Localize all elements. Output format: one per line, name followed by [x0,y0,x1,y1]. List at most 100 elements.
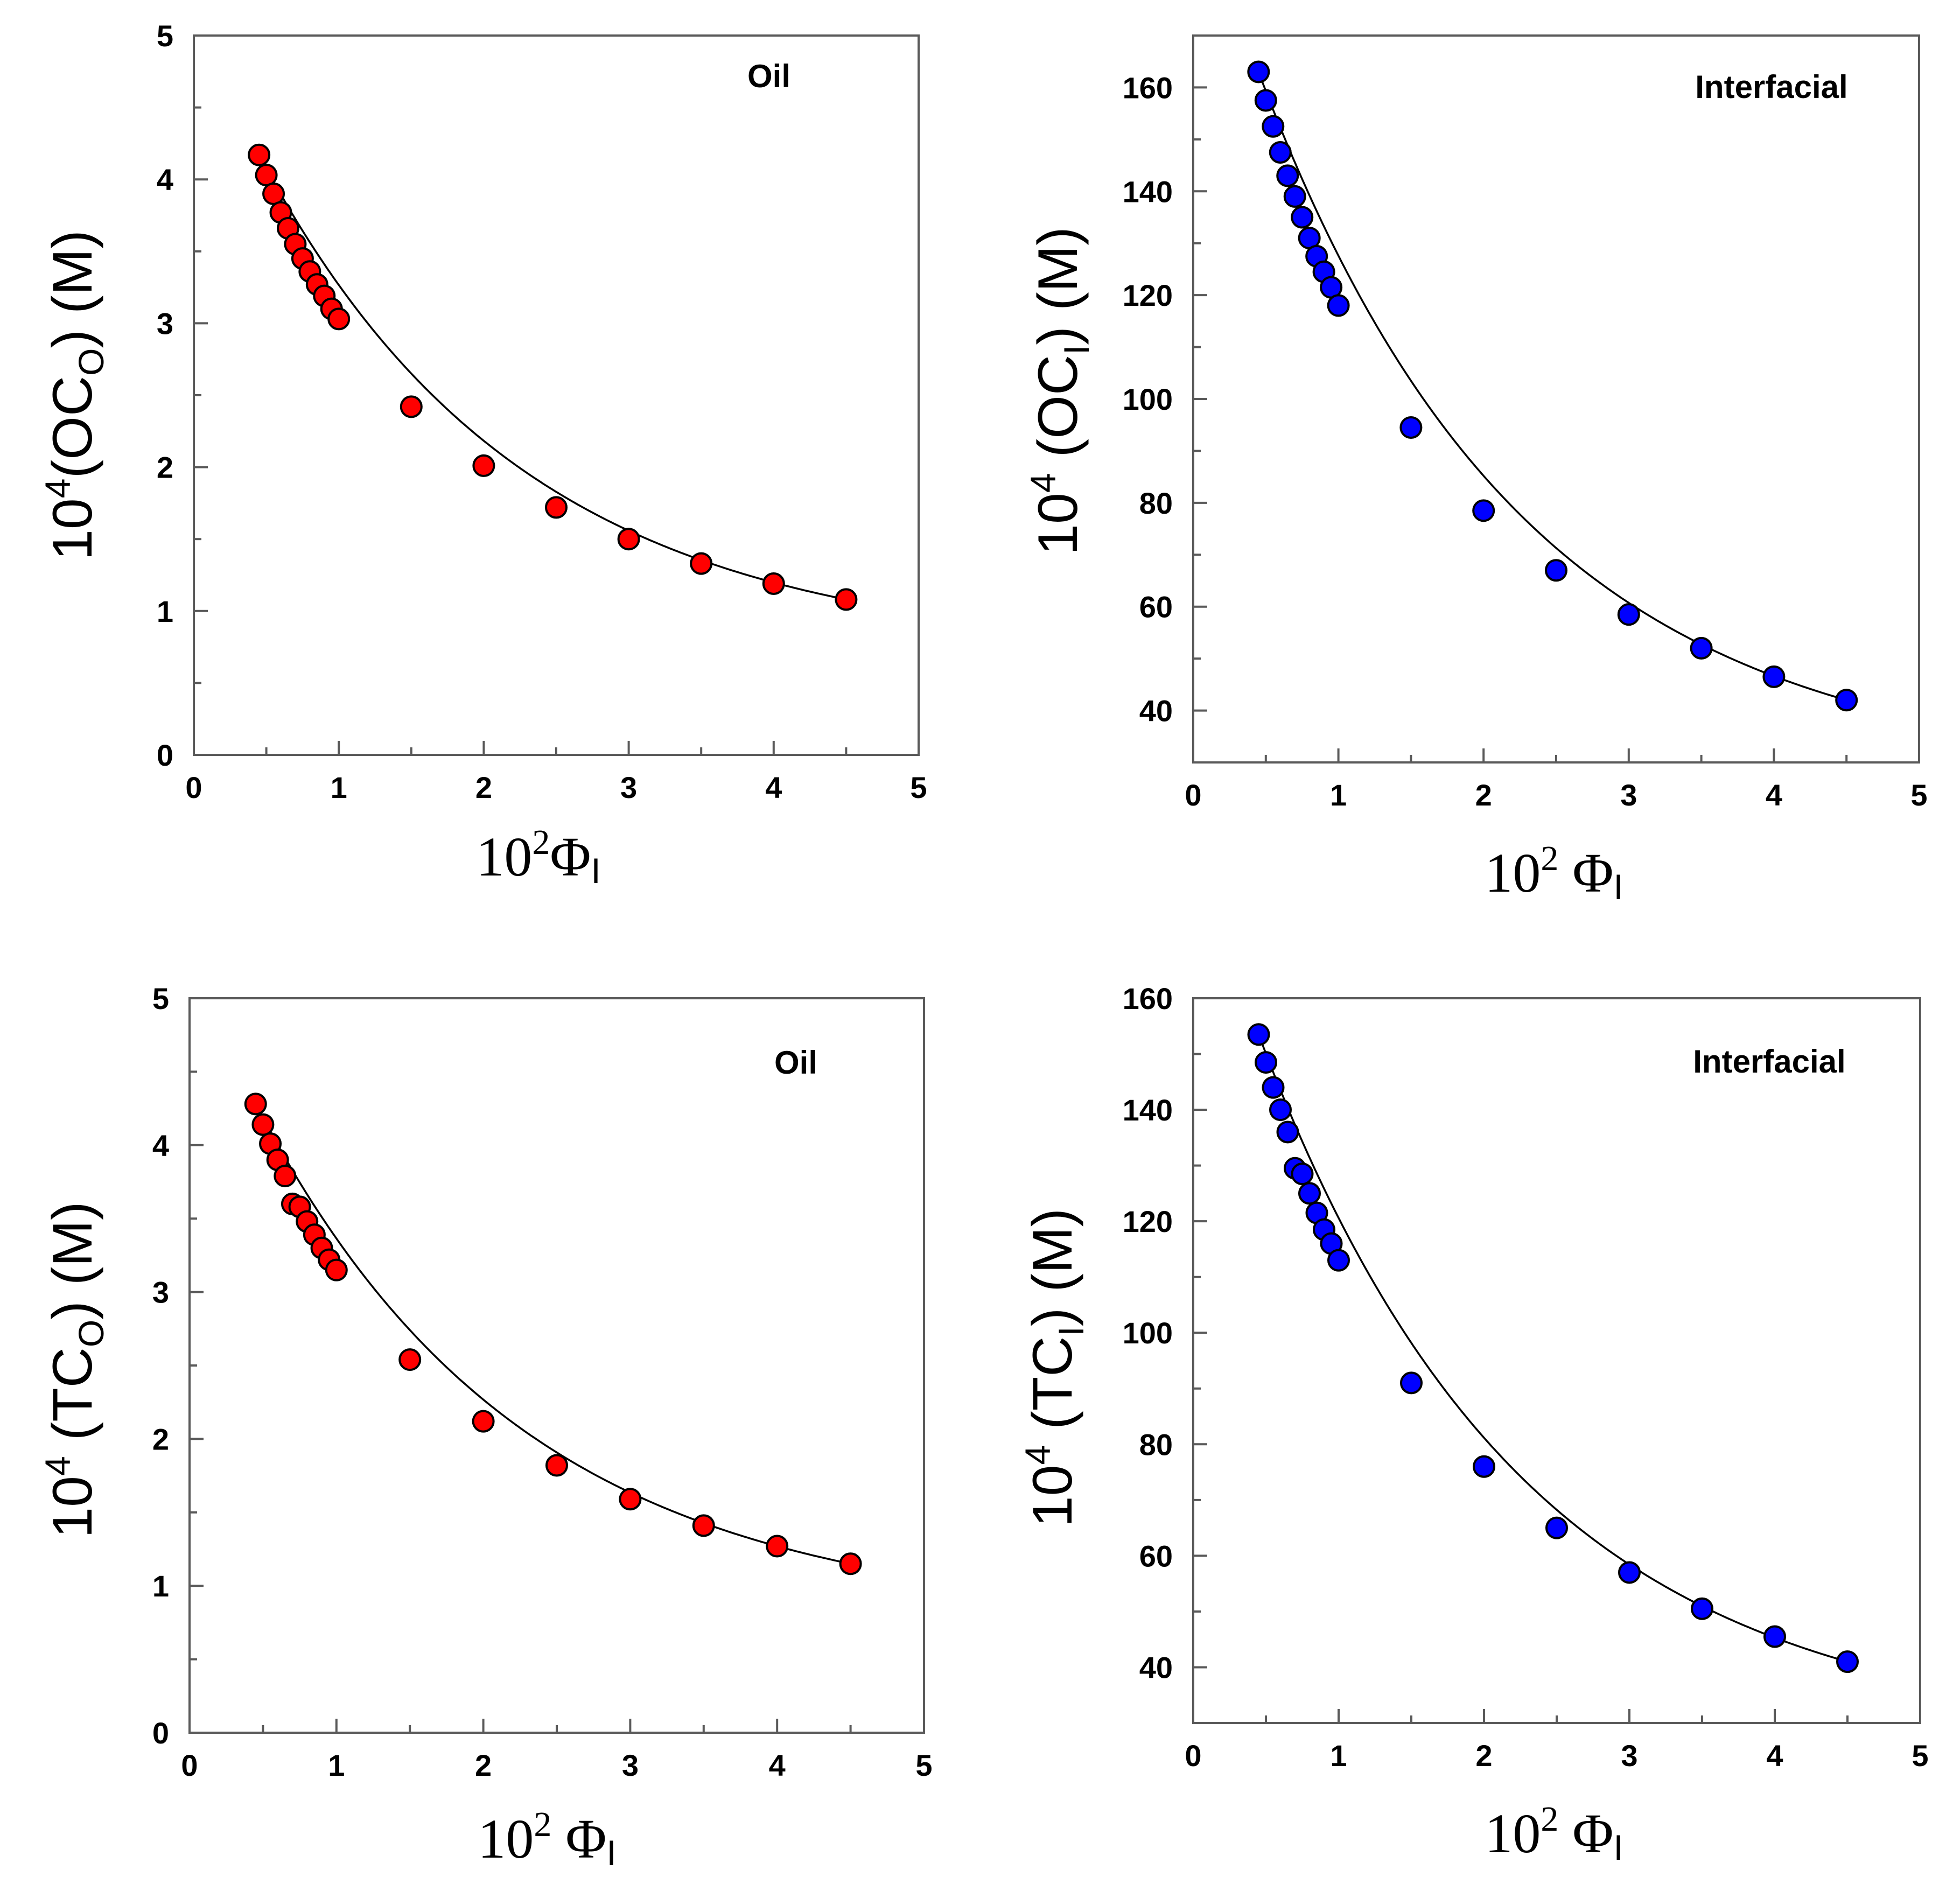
y-tick-label: 5 [157,19,173,53]
x-tick-label: 1 [1330,1739,1347,1773]
y-tick-label: 60 [1139,1539,1173,1573]
y-label-close: ) (M) [1021,1208,1084,1326]
data-point [400,395,423,418]
plot-frame [188,997,925,1734]
x-tick-label: 4 [765,771,782,804]
y-label-exponent: 4 [38,1456,78,1476]
data-point [1617,603,1640,626]
x-tick-marks [1192,1709,1921,1723]
x-label-symbol: Φ [551,1808,606,1870]
y-tick-label: 40 [1139,1650,1173,1684]
y-tick-marks [190,997,204,1734]
x-label-exponent: 2 [1541,1799,1558,1839]
y-label-close: ) (M) [41,1201,104,1319]
chart-panel-bottom-right: 0 1 2 3 4 5 40 60 80 100 120 140 160 Interfacial 10… [1018,982,1929,1867]
data-point [1399,416,1423,439]
y-tick-label: 2 [157,451,173,485]
data-point [1276,1120,1299,1144]
y-label-open: (OC [1027,355,1089,473]
y-tick-label: 140 [1123,174,1173,208]
y-label-close: ) (M) [1027,227,1089,345]
data-point [1291,206,1314,229]
y-label-subscript: I [1056,345,1096,355]
data-point [255,164,278,187]
x-label-symbol: Φ [1558,842,1613,904]
y-tick-label: 160 [1123,71,1173,104]
data-point [690,552,713,575]
y-tick-labels: 40 60 80 100 120 140 160 [1123,71,1173,727]
y-tick-label: 3 [152,1276,169,1309]
data-point [762,572,785,596]
panel-annotation: Oil [774,1045,817,1081]
x-label-exponent: 2 [532,823,550,862]
data-point [1836,1650,1859,1673]
data-point [619,1488,642,1511]
y-axis-label: 104 (TCO) (M) [38,1201,111,1538]
data-point [274,1165,297,1188]
y-tick-label: 100 [1123,1316,1173,1350]
x-tick-label: 0 [1185,778,1201,812]
y-tick-marks [1193,997,1207,1669]
x-tick-label: 4 [1766,778,1782,812]
data-point [1618,1561,1641,1584]
x-axis-label: 102 ΦI [478,1805,616,1873]
y-label-exponent: 4 [1018,1445,1058,1465]
x-label-base: 10 [1485,842,1541,904]
y-label-exponent: 4 [38,479,78,499]
y-tick-label: 4 [157,163,173,197]
data-point [325,1258,348,1281]
data-point [1545,1516,1568,1539]
y-tick-label: 40 [1139,694,1173,728]
x-label-subscript: I [1613,867,1623,907]
data-point [1247,1023,1270,1046]
x-tick-label: 1 [328,1748,345,1782]
y-tick-label: 1 [157,594,173,628]
x-tick-labels: 0 1 2 3 4 5 [185,771,927,804]
data-point [251,1113,275,1136]
y-tick-label: 5 [152,982,169,1015]
x-tick-label: 5 [910,771,927,804]
y-label-close: ) (M) [41,230,104,348]
data-point [1262,1076,1285,1099]
data-point [1262,115,1285,138]
data-point [839,1552,862,1575]
data-point [1327,1249,1350,1272]
data-point [1691,1597,1713,1620]
y-tick-label: 60 [1139,590,1173,624]
x-tick-label: 3 [622,1748,639,1782]
y-tick-marks [194,34,208,756]
y-tick-labels: 0 1 2 3 4 5 [152,982,169,1750]
data-point [1298,1182,1321,1205]
y-tick-label: 3 [157,306,173,340]
x-tick-label: 0 [181,1748,198,1782]
data-point [1269,141,1292,164]
panel-annotation: Interfacial [1695,69,1847,105]
x-tick-label: 3 [1621,1739,1637,1773]
data-point [262,182,285,205]
data-point [1247,60,1270,83]
data-point [1762,665,1786,688]
x-label-base: 10 [478,1808,534,1870]
y-tick-label: 120 [1123,1204,1173,1238]
y-tick-label: 0 [152,1716,169,1750]
y-tick-label: 120 [1123,278,1173,312]
data-point [766,1535,789,1558]
panel-annotation: Oil [747,58,790,94]
y-tick-label: 160 [1123,982,1173,1015]
y-tick-labels: 40 60 80 100 120 140 160 [1123,982,1173,1684]
x-tick-label: 2 [475,771,492,804]
data-point [472,1410,495,1433]
x-label-symbol: Φ [550,826,591,888]
y-tick-label: 100 [1123,382,1173,416]
y-tick-label: 2 [152,1422,169,1456]
data-point [1690,636,1713,660]
y-axis-label: 104 (OCI) (M) [1023,227,1096,555]
fit-curve [1257,71,1847,701]
data-point [545,1454,568,1477]
x-tick-label: 5 [915,1748,932,1782]
x-tick-labels: 0 1 2 3 4 5 [1185,778,1927,812]
x-axis-label: 102 ΦI [1485,839,1623,907]
